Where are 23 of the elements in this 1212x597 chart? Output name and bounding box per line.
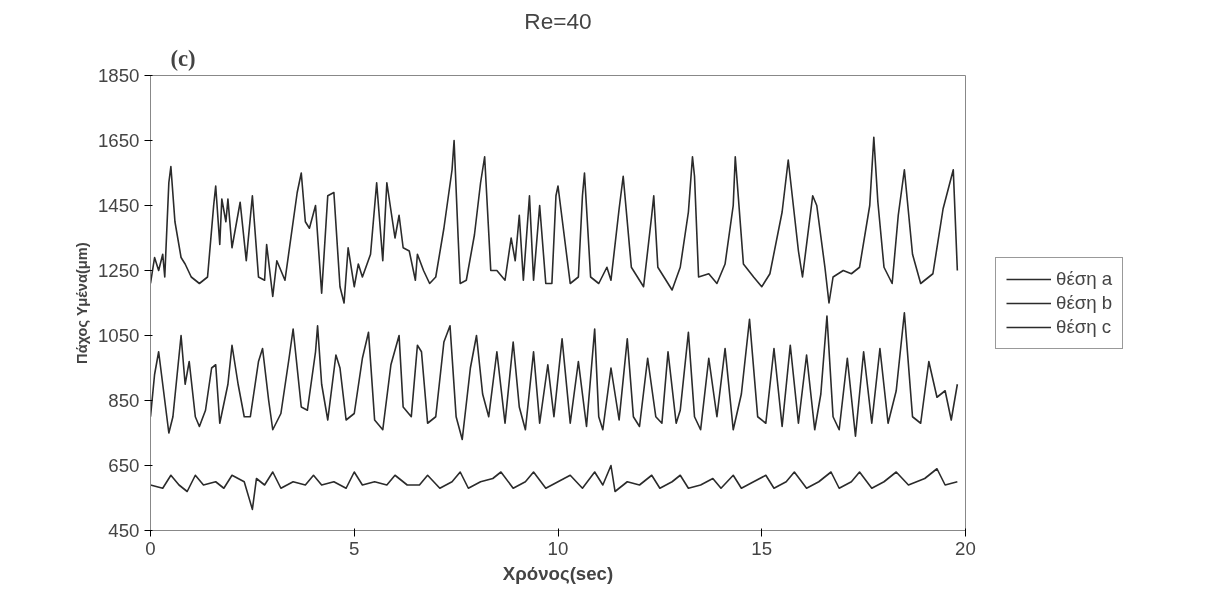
legend-label: θέση b [1056, 291, 1113, 314]
y-tick-label: 1050 [98, 325, 140, 346]
x-tick-label: 10 [547, 537, 569, 559]
y-axis-title: Πάχος Υμένα(μm) [74, 242, 90, 364]
line-series [150, 311, 959, 441]
y-tick-label: 1250 [98, 260, 140, 281]
y-tick-label: 1650 [98, 130, 140, 151]
y-tick-label: 450 [108, 520, 140, 541]
y-tick-label: 650 [108, 455, 140, 476]
text: (c) [170, 45, 196, 71]
legend-label: θέση a [1056, 267, 1113, 290]
x-tick-label: 5 [349, 537, 360, 559]
y-tick-label: 1450 [98, 195, 140, 216]
chart-title: Re=40 [524, 7, 592, 34]
x-axis-title: Χρόνος(sec) [502, 562, 614, 584]
line-series [150, 136, 959, 304]
x-tick-label: 0 [145, 537, 156, 559]
line-series [150, 464, 959, 511]
y-tick-label: 850 [108, 390, 140, 411]
x-tick-label: 20 [955, 537, 976, 559]
x-tick-label: 15 [751, 537, 773, 559]
legend-label: θέση c [1056, 315, 1112, 338]
y-tick-label: 1850 [98, 65, 140, 86]
